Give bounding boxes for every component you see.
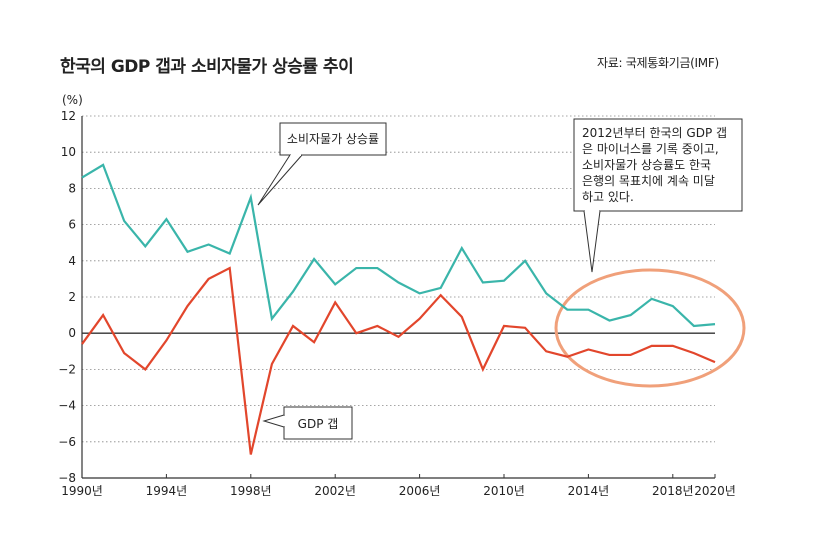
- note-line: 하고 있다.: [582, 190, 634, 204]
- y-tick-label: 6: [68, 218, 76, 232]
- cpi-label: 소비자물가 상승률: [287, 132, 379, 146]
- cpi-label-box: [279, 122, 387, 156]
- x-tick-label: 1994년: [146, 484, 188, 498]
- gap-label-box: [283, 406, 353, 440]
- y-tick-label: 10: [61, 145, 76, 159]
- y-tick-label: −8: [58, 471, 76, 485]
- y-tick-label: 4: [68, 254, 76, 268]
- y-tick-label: 2: [68, 290, 76, 304]
- series-lines: [81, 163, 746, 455]
- x-tick-label: 1990년: [61, 484, 103, 498]
- y-tick-labels: 12 10 8 6 4 2 0 −2 −4 −6 −8: [58, 109, 76, 485]
- note-line: 은행의 목표치에 계속 미달: [582, 173, 715, 188]
- cpi-label-pointer: [257, 154, 303, 206]
- note-pointer: [583, 210, 601, 273]
- y-tick-label: 0: [68, 326, 76, 340]
- highlight-ellipse: [554, 268, 746, 388]
- y-tick-label: 8: [68, 181, 76, 195]
- note-box: [573, 118, 743, 212]
- callouts: 소비자물가 상승률 GDP 갭 2012년부터 한국의 GDP 갭은 마이너스를 기…: [257, 118, 743, 440]
- y-axis-unit: (%): [62, 93, 83, 107]
- y-tick-label: −6: [58, 435, 76, 449]
- gap-label-pointer: [262, 414, 285, 428]
- x-tick-label: 2010년: [483, 484, 525, 498]
- note-line: 소비자물가 상승률도 한국: [582, 158, 711, 172]
- series-line-gdp-gap: [81, 266, 716, 455]
- note-line: 2012년부터 한국의 GDP 갭: [582, 126, 727, 140]
- x-tick-label: 2014년: [568, 484, 610, 498]
- x-tick-label: 2002년: [314, 484, 356, 498]
- chart-title: 한국의 GDP 갭과 소비자물가 상승률 추이: [60, 57, 354, 77]
- note-line: 은 마이너스를 기록 중이고,: [582, 142, 719, 156]
- y-tick-label: −2: [58, 362, 76, 376]
- x-tick-label: 2020년: [694, 484, 736, 498]
- gridlines: [81, 115, 715, 479]
- x-tick-label: 2006년: [399, 484, 441, 498]
- y-tick-label: −4: [58, 399, 76, 413]
- source-note: 자료: 국제통화기금(IMF): [597, 56, 719, 70]
- x-tick-labels: 1990년 1994년 1998년 2002년 2006년 2010년 2014년 2018년…: [61, 474, 736, 498]
- x-tick-label: 1998년: [230, 484, 272, 498]
- x-tick-label: 2018년: [652, 484, 694, 498]
- gap-label: GDP 갭: [298, 417, 339, 431]
- y-tick-label: 12: [61, 109, 76, 123]
